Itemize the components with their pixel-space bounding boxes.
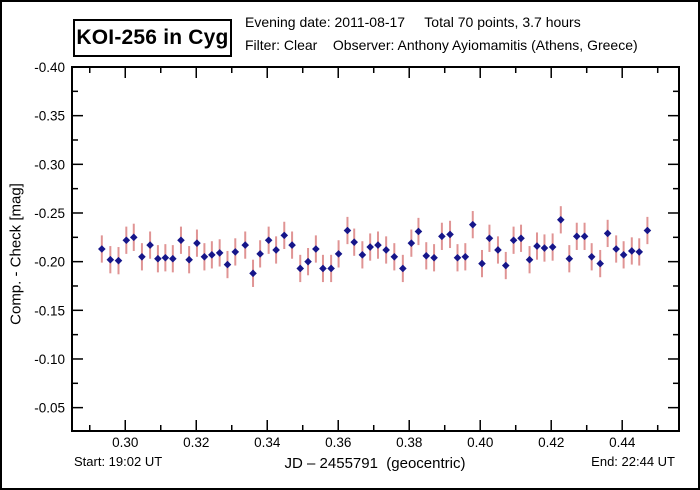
data-point-marker [390,252,399,261]
data-point-marker [256,250,264,258]
data-point-marker [366,243,374,251]
data-point-marker [619,251,628,259]
data-point-marker [548,243,557,251]
data-point-marker [414,227,423,236]
data-point-marker [350,238,359,246]
data-point-marker [596,259,604,268]
plot-frame [71,66,680,432]
data-point-marker [208,251,216,259]
data-point-marker [509,236,518,245]
data-point-marker [603,229,612,238]
y-tick-label: -0.05 [34,401,65,416]
data-point-marker [154,254,162,263]
target-title-box: KOI-256 in Cyg [73,19,232,57]
data-point-marker [478,259,486,268]
y-tick-label: -0.15 [34,303,65,318]
data-point-marker [215,249,224,257]
data-point-marker [358,251,367,259]
data-point-marker [461,252,470,261]
data-point-marker [438,232,446,241]
data-point-marker [129,233,138,242]
data-point-marker [501,261,510,270]
data-point-marker [312,245,320,253]
data-point-marker [334,250,343,258]
data-point-marker [138,252,146,261]
y-tick-label: -0.25 [34,206,65,221]
x-tick-label: 0.38 [396,435,422,450]
data-point-marker [200,252,209,261]
x-axis-title: JD – 2455791 (geocentric) [284,455,466,472]
data-point-marker [296,264,305,273]
data-point-marker [612,245,620,253]
data-point-marker [280,231,289,240]
data-point-marker [525,255,534,264]
y-tick-label: -0.10 [34,352,65,367]
data-point-marker [122,236,131,245]
y-axis-title: Comp. - Check [mag] [7,183,25,325]
data-point-marker [382,246,390,254]
x-tick-label: 0.40 [467,435,493,450]
data-point-marker [264,236,273,245]
data-point-marker [169,254,177,263]
x-tick-label: 0.30 [112,435,138,450]
data-point-marker [468,220,477,229]
data-point-marker [446,230,454,239]
data-point-marker [587,252,596,261]
x-tick-label: 0.36 [325,435,351,450]
data-point-marker [422,252,431,260]
data-point-marker [272,246,280,254]
data-point-marker [161,253,170,262]
data-point-marker [556,216,565,224]
observation-info-line1: Evening date: 2011-08-17 Total 70 points… [245,14,581,30]
data-point-marker [106,255,115,264]
data-point-marker [572,232,581,241]
y-tick-label: -0.20 [34,255,65,270]
y-tick-label: -0.35 [34,109,65,124]
data-point-marker [177,236,185,245]
data-point-marker [430,253,438,262]
data-point-marker [407,239,416,247]
data-point-marker [643,226,652,235]
data-point-marker [241,241,250,249]
data-point-marker [517,234,525,243]
data-point-marker [627,247,636,255]
start-time-label: Start: 19:02 UT [74,454,163,469]
y-tick-label: -0.30 [34,157,65,172]
data-point-marker [494,246,502,254]
data-point-marker [533,242,541,250]
data-point-marker [374,241,382,249]
data-point-marker [304,257,312,266]
end-time-label: End: 22:44 UT [591,454,675,469]
data-point-marker [223,260,232,269]
data-point-marker [343,226,352,235]
data-point-marker [249,269,257,278]
data-point-marker [327,264,335,273]
data-point-marker [399,264,407,273]
data-point-marker [453,253,462,262]
data-point-marker [580,232,589,241]
x-tick-label: 0.34 [254,435,281,450]
x-tick-label: 0.44 [609,435,636,450]
x-tick-label: 0.42 [538,435,564,450]
data-point-marker [185,255,193,264]
data-point-marker [319,264,327,273]
data-point-marker [485,234,494,243]
data-point-marker [231,248,240,256]
data-point-marker [540,244,549,252]
target-title: KOI-256 in Cyg [76,26,229,49]
data-point-marker [288,241,296,249]
data-point-marker [565,254,574,263]
observation-info-line2: Filter: Clear Observer: Anthony Ayiomami… [245,37,638,53]
x-tick-label: 0.32 [183,435,209,450]
data-point-marker [98,245,106,253]
y-tick-label: -0.40 [34,60,65,75]
data-point-marker [146,241,154,249]
data-point-marker [114,256,123,265]
data-point-marker [193,239,201,247]
data-point-marker [635,248,644,256]
